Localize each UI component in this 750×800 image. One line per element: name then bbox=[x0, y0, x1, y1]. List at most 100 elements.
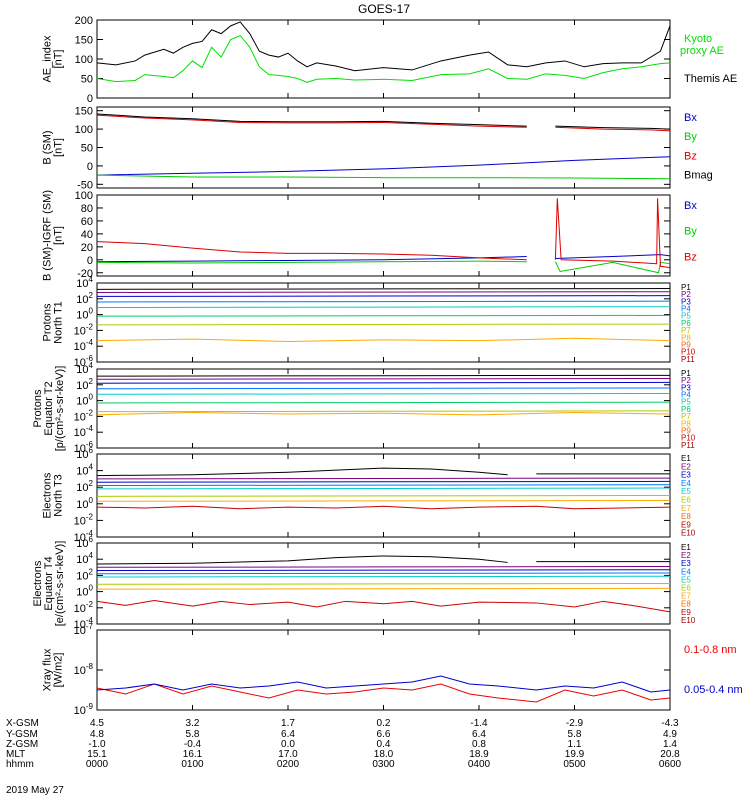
y-tick-label: 20 bbox=[81, 242, 93, 254]
legend-entry: Bx bbox=[684, 200, 697, 212]
y-axis-label: B (SM)-IGRF (SM) bbox=[42, 190, 54, 281]
legend-entry: P7 bbox=[681, 412, 691, 421]
legend-entry: Bz bbox=[684, 251, 697, 263]
series-line-bz bbox=[96, 114, 527, 128]
y-tick-label: 10-9 bbox=[74, 702, 94, 717]
legend-entry: E8 bbox=[681, 512, 691, 521]
ephemeris-value: 5.8 bbox=[567, 729, 582, 740]
legend-entry: P8 bbox=[681, 333, 691, 342]
panel-frame bbox=[96, 194, 671, 277]
legend-entry: Bx bbox=[684, 112, 697, 124]
y-axis-label: Protons bbox=[32, 389, 44, 427]
y-tick-label: 10-4 bbox=[74, 616, 94, 631]
ephemeris-value: 1.7 bbox=[281, 718, 295, 729]
panel-frame bbox=[96, 19, 671, 99]
series-line-p4 bbox=[96, 387, 671, 390]
legend-entry: P6 bbox=[681, 319, 691, 328]
series-line-e7 bbox=[96, 499, 671, 502]
series-line-by bbox=[96, 260, 527, 264]
legend-entry: E1 bbox=[681, 543, 691, 552]
legend-entry: P3 bbox=[681, 297, 691, 306]
y-tick-label: 10-7 bbox=[74, 622, 94, 637]
series-line-p7 bbox=[96, 410, 671, 413]
legend-entry: Bmag bbox=[684, 170, 713, 182]
legend-entry: P6 bbox=[681, 405, 691, 414]
series-line-e1 bbox=[96, 555, 508, 565]
y-tick-label: 200 bbox=[75, 15, 93, 27]
legend-entry: P3 bbox=[681, 383, 691, 392]
series-line-bx bbox=[96, 256, 527, 263]
ephemeris-row-hhmm: hhmm 0000 0100 0200 0300 0400 0500 0600 bbox=[6, 760, 750, 770]
y-tick-label: 104 bbox=[76, 463, 93, 478]
legend-entry: By bbox=[684, 131, 697, 143]
y-axis-label: Protons bbox=[42, 303, 54, 341]
ephemeris-value: 15.1 bbox=[87, 749, 107, 760]
ephemeris-value: 5.8 bbox=[185, 729, 200, 740]
legend-entry: E2 bbox=[681, 462, 691, 471]
y-tick-label: 50 bbox=[81, 143, 93, 155]
legend-entry: E10 bbox=[681, 616, 696, 625]
legend-entry: E3 bbox=[681, 559, 691, 568]
y-tick-label: 10-2 bbox=[74, 408, 94, 423]
ephemeris-row-y-gsm: Y-GSM 4.8 5.8 6.4 6.6 6.4 5.8 4.9 bbox=[6, 730, 750, 740]
y-tick-label: 106 bbox=[76, 446, 93, 461]
y-tick-label: 10-4 bbox=[74, 529, 94, 544]
ephemeris-row-z-gsm: Z-GSM -1.0 -0.4 0.0 0.4 0.8 1.1 1.4 bbox=[6, 740, 750, 750]
y-axis-label: Xray flux bbox=[42, 648, 54, 691]
legend-entry: P1 bbox=[681, 283, 691, 292]
plot-title: GOES-17 bbox=[358, 2, 410, 16]
y-tick-label: 40 bbox=[81, 229, 93, 241]
ephemeris-value: 18.9 bbox=[469, 749, 489, 760]
panel-8: 10-7 10-8 10-9 Xray flux [W/m2] 0.1-0.8 nm 0.0… bbox=[42, 622, 743, 717]
series-line-e8 bbox=[96, 600, 671, 613]
ephemeris-value: 6.4 bbox=[281, 729, 295, 740]
y-tick-label: 100 bbox=[75, 54, 93, 66]
y-tick-label: 10-6 bbox=[74, 354, 94, 369]
legend-entry: P4 bbox=[681, 391, 691, 400]
series-line-e4 bbox=[96, 572, 671, 575]
date-label: 2019 May 27 bbox=[6, 785, 64, 796]
series-line-bmag bbox=[96, 113, 527, 127]
series-line-e6 bbox=[96, 495, 671, 497]
ephemeris-row-x-gsm: X-GSM 4.5 3.2 1.7 0.2 -1.4 -2.9 -4.3 bbox=[6, 719, 750, 729]
y-axis-label: Electrons bbox=[42, 472, 54, 518]
legend-entry: P8 bbox=[681, 419, 691, 428]
series-line-p5 bbox=[96, 306, 671, 308]
y-tick-label: 150 bbox=[75, 35, 93, 47]
legend-entry: E2 bbox=[681, 551, 691, 560]
series-line-p2 bbox=[96, 377, 671, 380]
y-tick-label: 150 bbox=[75, 106, 93, 118]
ephemeris-value: 18.0 bbox=[373, 749, 394, 760]
panel-frame bbox=[96, 629, 671, 711]
legend-entry: E5 bbox=[681, 487, 691, 496]
ephemeris-value: 1.1 bbox=[567, 739, 582, 750]
y-tick-label: -20 bbox=[77, 268, 93, 280]
legend-entry: E5 bbox=[681, 575, 691, 584]
panel-2: 150 100 50 0 -50 B (SM) [nT] Bx By Bz Bmag bbox=[42, 106, 713, 192]
y-axis-label: [nT] bbox=[53, 138, 65, 157]
series-line-p1 bbox=[96, 288, 671, 290]
legend-entry: E9 bbox=[681, 520, 691, 529]
series-line-bz bbox=[554, 198, 671, 269]
panel-frame bbox=[96, 368, 671, 449]
y-tick-label: 60 bbox=[81, 216, 93, 228]
series-line-p3 bbox=[96, 295, 671, 297]
ephemeris-row-label: X-GSM bbox=[6, 718, 39, 729]
series-line-e8 bbox=[96, 505, 671, 510]
ephemeris-value: 4.8 bbox=[90, 729, 104, 740]
y-tick-label: -50 bbox=[77, 179, 93, 191]
y-tick-label: 0 bbox=[87, 161, 93, 173]
ephemeris-value: -1.0 bbox=[88, 739, 106, 750]
y-tick-label: 10-2 bbox=[74, 600, 94, 615]
ephemeris-value: 0300 bbox=[372, 759, 395, 770]
ephemeris-value: 0.2 bbox=[376, 718, 391, 729]
series-line-by bbox=[96, 174, 671, 180]
ephemeris-value: 3.2 bbox=[185, 718, 200, 729]
legend-entry: 0.1-0.8 nm bbox=[684, 644, 737, 656]
legend-entry: P1 bbox=[681, 369, 691, 378]
series-line-0-1-0-8-nm bbox=[96, 683, 671, 703]
y-tick-label: 10-2 bbox=[74, 322, 94, 337]
